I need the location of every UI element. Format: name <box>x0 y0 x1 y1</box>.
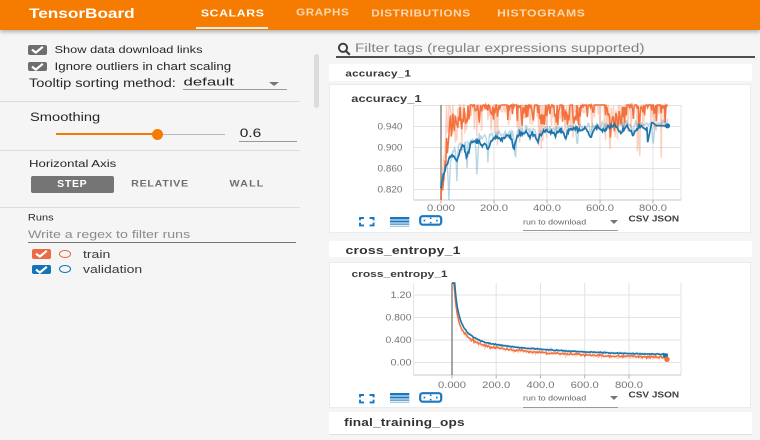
svg-text:0.000: 0.000 <box>427 203 455 213</box>
svg-text:400.0: 400.0 <box>527 380 555 390</box>
svg-text:1.20: 1.20 <box>391 290 412 300</box>
svg-text:0.800: 0.800 <box>386 313 412 323</box>
svg-text:600.0: 600.0 <box>586 203 614 213</box>
svg-text:200.0: 200.0 <box>482 380 510 390</box>
svg-text:0.860: 0.860 <box>378 164 403 174</box>
svg-text:0.000: 0.000 <box>438 380 466 390</box>
svg-text:0.820: 0.820 <box>378 185 403 195</box>
svg-text:200.0: 200.0 <box>480 203 508 213</box>
svg-text:800.0: 800.0 <box>639 203 667 213</box>
svg-text:0.400: 0.400 <box>386 335 412 345</box>
svg-text:600.0: 600.0 <box>571 380 599 390</box>
svg-text:800.0: 800.0 <box>615 380 643 390</box>
svg-text:0.00: 0.00 <box>391 358 412 368</box>
svg-text:400.0: 400.0 <box>533 203 561 213</box>
svg-text:0.900: 0.900 <box>378 143 403 153</box>
svg-text:0.940: 0.940 <box>378 122 403 132</box>
